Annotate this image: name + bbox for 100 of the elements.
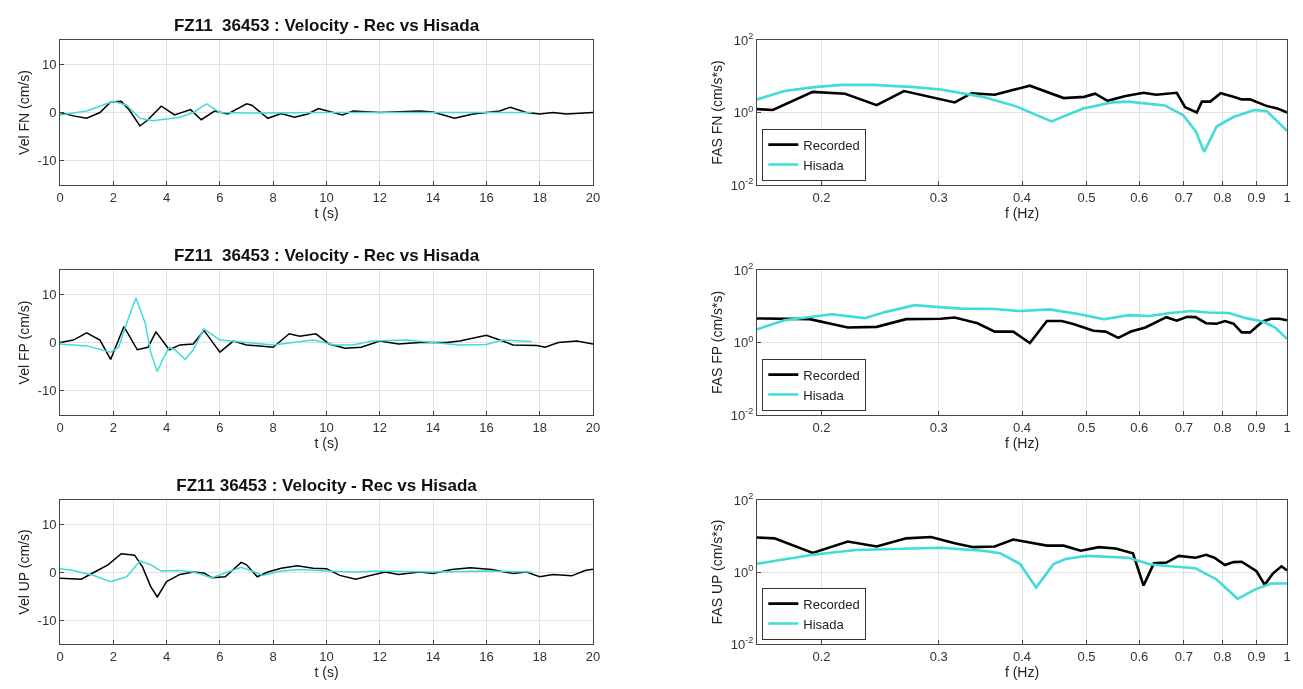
x-axis-title: f (Hz) [1004,663,1040,680]
y-tick-label: 0 [49,335,57,351]
y-tick-label: 10 [41,516,57,532]
y-tick-label: 10$^{2}$ [733,261,754,278]
x-tick-label: 14 [425,189,441,205]
y-axis-title: FAS FP (cm/s*s) [709,290,726,395]
y-axis-title: FAS UP (cm/s*s) [709,519,726,625]
x-tick-label: 0.3 [929,189,948,205]
x-tick-label: 0.2 [812,419,831,435]
x-tick-label: 18 [532,419,547,435]
x-tick-label: 4 [162,419,171,435]
line-series [60,553,593,598]
x-tick-label: 2 [109,189,117,205]
x-tick-label: 0.8 [1213,419,1232,435]
x-tick-label: 10 [319,419,334,435]
x-tick-label: 4 [162,648,171,664]
y-tick-label: 10$^{-2}$ [730,176,754,193]
x-tick-label: 4 [162,189,171,205]
x-tick-label: 12 [372,419,388,435]
x-tick-label: 16 [479,419,494,435]
x-tick-label: 6 [216,648,224,664]
x-tick-label: 8 [269,648,277,664]
x-tick-label: 0.5 [1077,419,1096,435]
x-tick-label: 0.2 [812,648,831,664]
x-tick-label: 0.9 [1247,648,1266,664]
x-tick-label: 0.4 [1012,189,1032,205]
legend-label: Recorded [803,596,860,612]
x-tick-label: 18 [532,189,547,205]
x-tick-label: 2 [109,648,117,664]
y-tick-label: -10 [37,612,57,628]
x-axis-title: t (s) [314,204,339,221]
x-tick-label: 0.5 [1077,189,1096,205]
legend-label: Hisada [803,387,845,403]
x-axis-title: f (Hz) [1004,204,1040,221]
x-tick-label: 1 [1283,189,1291,205]
x-tick-label: 0.3 [929,419,948,435]
line-series [60,297,533,373]
x-tick-label: 0.5 [1077,648,1096,664]
x-tick-label: 1 [1283,419,1291,435]
x-tick-label: 12 [372,648,388,664]
x-axis-title: f (Hz) [1004,434,1040,451]
legend-label: Hisada [803,616,845,632]
x-tick-label: 8 [269,419,277,435]
chart-title: FZ11 36453 : Velocity - Rec vs Hisada [176,475,478,495]
x-tick-label: 0.3 [929,648,948,664]
legend-label: Recorded [803,367,860,383]
y-tick-label: 10$^{0}$ [733,333,754,351]
x-tick-label: 0.4 [1012,648,1032,664]
y-tick-label: 10$^{0}$ [733,103,754,121]
legend-label: Hisada [803,157,845,173]
x-tick-label: 0.4 [1012,419,1032,435]
x-tick-label: 0.7 [1174,419,1193,435]
y-tick-label: -10 [37,383,57,399]
y-tick-label: 10 [41,56,57,72]
x-tick-label: 10 [319,648,334,664]
chart-title: FZ11 36453 : Velocity - Rec vs Hisada [173,245,480,265]
y-axis-title: Vel UP (cm/s) [16,529,33,615]
line-series [60,100,593,127]
x-tick-label: 1 [1283,648,1291,664]
y-axis-title: Vel FP (cm/s) [16,300,33,385]
x-tick-label: 20 [585,189,601,205]
x-tick-label: 20 [585,648,601,664]
x-axis-title: t (s) [314,663,339,680]
x-tick-label: 0.8 [1213,648,1232,664]
x-tick-label: 14 [425,648,441,664]
x-tick-label: 18 [532,648,547,664]
x-tick-label: 0.8 [1213,189,1232,205]
y-tick-label: 0 [49,105,57,121]
x-tick-label: 14 [425,419,441,435]
x-tick-label: 12 [372,189,388,205]
y-tick-label: 10$^{2}$ [733,491,754,508]
x-axis-title: t (s) [314,434,339,451]
x-tick-label: 0.2 [812,189,831,205]
x-tick-label: 16 [479,648,494,664]
line-series [60,560,533,583]
x-tick-label: 0.6 [1130,648,1149,664]
x-tick-label: 0.7 [1174,189,1193,205]
y-tick-label: -10 [37,153,57,169]
x-tick-label: 0.9 [1247,189,1266,205]
x-tick-label: 0.6 [1130,189,1149,205]
y-tick-label: 10$^{-2}$ [730,635,754,652]
y-tick-label: 10 [41,286,57,302]
y-tick-label: 10$^{2}$ [733,31,754,48]
line-series [60,325,593,361]
y-tick-label: 10$^{-2}$ [730,406,754,423]
x-tick-label: 16 [479,189,494,205]
y-tick-label: 10$^{0}$ [733,563,754,580]
chart-title: FZ11 36453 : Velocity - Rec vs Hisada [173,15,480,35]
x-tick-label: 0.7 [1174,648,1193,664]
x-tick-label: 0.9 [1247,419,1266,435]
x-tick-label: 6 [216,419,224,435]
x-tick-label: 10 [319,189,334,205]
x-tick-label: 20 [585,419,601,435]
x-tick-label: 6 [216,189,224,205]
legend-label: Recorded [803,137,860,153]
y-axis-title: FAS FN (cm/s*s) [709,60,726,165]
x-tick-label: 8 [269,189,277,205]
x-tick-label: 2 [109,419,117,435]
y-tick-label: 0 [49,564,57,580]
line-series [60,100,533,122]
